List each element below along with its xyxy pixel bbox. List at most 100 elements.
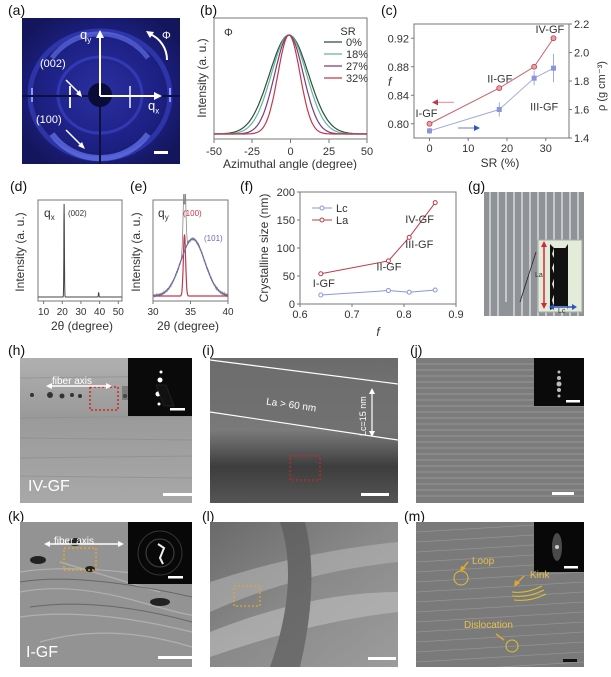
qy-label: qy — [80, 27, 92, 45]
svg-text:1.8: 1.8 — [574, 76, 589, 88]
d-qx-annotation: qx — [44, 206, 55, 222]
svg-text:0.7: 0.7 — [344, 309, 359, 321]
b-curve-0% — [214, 34, 367, 135]
e-xlabel: 2θ (degree) — [157, 319, 219, 333]
panel-label-f: (f) — [240, 178, 254, 194]
svg-text:0.84: 0.84 — [388, 90, 409, 102]
sem-fiber-image: La Lc — [484, 192, 584, 316]
c-point-label: I-GF — [416, 108, 438, 120]
svg-text:10: 10 — [462, 143, 474, 155]
waxs-pattern-image: qy qx Φ (002) (100) — [22, 18, 180, 164]
b-xlabel: Azimuthal angle (degree) — [223, 157, 357, 170]
lc-label: Lc — [558, 308, 566, 315]
b-curve-27% — [214, 34, 367, 135]
hrtem-image-i-gf — [210, 522, 398, 667]
chart-f-crystalline-size: 0.6 0.7 0.8 0.9 0 50 100 150 200 Lc La I-GF II-GF III… — [240, 187, 465, 339]
b-legend-item: 18% — [346, 49, 368, 61]
phi-label: Φ — [162, 30, 171, 42]
tem-image-i-gf: fiber axis I-GF — [20, 522, 192, 667]
svg-text:150: 150 — [277, 215, 295, 227]
e-ylabel: Intensity (a. u.) — [130, 212, 143, 291]
b-curve-32% — [214, 34, 367, 135]
panel-label-i: (i) — [202, 342, 215, 358]
c-ylabel-right: ρ (g cm⁻³) — [596, 61, 608, 111]
f-point-label: III-GF — [405, 239, 433, 251]
b-xtick: 0 — [287, 146, 293, 158]
chart-c-orientation-density: 0 10 20 30 0.80 0.84 0.88 0.92 1.4 1.6 1.8 2.0 2.2 I-… — [380, 14, 611, 170]
svg-text:20: 20 — [57, 307, 69, 318]
panel-label-d: (d) — [10, 178, 28, 194]
f-point-label: II-GF — [376, 261, 401, 273]
d-xlabel: 2θ (degree) — [51, 319, 113, 333]
svg-text:35: 35 — [185, 307, 197, 318]
b-xtick: -25 — [244, 146, 260, 158]
b-xtick: 25 — [323, 146, 335, 158]
tem-image-iv-gf: fiber axis IV-GF — [20, 358, 192, 503]
b-ylabel: Intensity (a. u.) — [196, 38, 209, 117]
svg-text:10: 10 — [38, 307, 50, 318]
panel-label-b: (b) — [200, 2, 218, 18]
svg-text:40: 40 — [94, 307, 106, 318]
peak-002-label: (002) — [40, 58, 66, 70]
kink-label: Kink — [530, 570, 550, 581]
panel-label-j: (j) — [410, 342, 423, 358]
dislocation-label: Dislocation — [464, 620, 513, 631]
svg-text:30: 30 — [540, 143, 552, 155]
svg-text:0: 0 — [289, 299, 295, 311]
hrtem-image-la-lc: La > 60 nm Lc=15 nm — [210, 358, 398, 503]
svg-text:50: 50 — [113, 307, 125, 318]
svg-text:2.2: 2.2 — [574, 19, 589, 31]
svg-text:0.80: 0.80 — [388, 119, 409, 131]
svg-text:30: 30 — [75, 307, 87, 318]
svg-text:40: 40 — [222, 307, 234, 318]
e-qy-annotation: qy — [158, 206, 169, 222]
sample-label-i-gf: I-GF — [26, 644, 58, 661]
e-peak-100-label: (100) — [183, 209, 202, 218]
svg-text:0.88: 0.88 — [388, 62, 409, 74]
hrtem-lattice-image — [416, 358, 584, 503]
panel-label-k: (k) — [8, 508, 25, 524]
svg-text:0.9: 0.9 — [448, 309, 463, 321]
f-legend-item: Lc — [336, 203, 348, 215]
c-xlabel: SR (%) — [481, 156, 520, 170]
svg-text:2.0: 2.0 — [574, 48, 589, 60]
f-ylabel: Crystalline size (nm) — [257, 194, 271, 303]
svg-text:1.4: 1.4 — [574, 133, 589, 145]
b-legend-title: SR — [340, 26, 355, 38]
f-point-label: IV-GF — [405, 214, 434, 226]
hrtem-defects-image: Loop Kink Dislocation — [416, 522, 584, 667]
panel-label-h: (h) — [8, 342, 26, 358]
svg-text:0.6: 0.6 — [292, 309, 307, 321]
chart-e-xrd-qy: 30 35 40 Intensity (a. u.) 2θ (degree) qy … — [129, 180, 235, 339]
sample-label-iv-gf: IV-GF — [28, 478, 70, 495]
svg-text:100: 100 — [277, 243, 295, 255]
c-point-label: IV-GF — [536, 24, 565, 36]
c-ylabel: f — [388, 75, 393, 89]
panel-label-a: (a) — [8, 2, 26, 18]
panel-label-c: (c) — [381, 2, 398, 18]
f-xlabel: f — [376, 325, 381, 338]
peak-100-label: (100) — [36, 114, 62, 126]
f-legend-item: La — [336, 215, 349, 227]
fiber-axis-label: fiber axis — [54, 536, 95, 547]
b-legend-item: 0% — [346, 37, 362, 49]
svg-text:50: 50 — [283, 271, 295, 283]
b-phi-annotation: Φ — [224, 27, 233, 39]
b-xtick: 50 — [361, 146, 373, 158]
svg-text:0: 0 — [426, 143, 432, 155]
svg-text:20: 20 — [501, 143, 513, 155]
lc-measurement-label: Lc=15 nm — [358, 396, 368, 436]
panel-label-g: (g) — [468, 178, 486, 194]
b-legend-item: 27% — [346, 61, 368, 73]
f-point-label: I-GF — [313, 278, 335, 290]
b-curve-18% — [214, 34, 367, 135]
qx-label: qx — [148, 98, 160, 116]
svg-text:1.6: 1.6 — [574, 105, 589, 117]
panel-label-l: (l) — [202, 508, 215, 524]
b-legend-item: 32% — [346, 73, 368, 85]
b-xtick: -50 — [206, 146, 222, 158]
chart-b-azimuthal: -50 -25 0 25 50 Azimuthal angle (degree)… — [195, 10, 381, 171]
la-label: La — [535, 272, 543, 279]
d-peak-label: (002) — [68, 209, 87, 218]
c-point-label: II-GF — [487, 73, 512, 85]
